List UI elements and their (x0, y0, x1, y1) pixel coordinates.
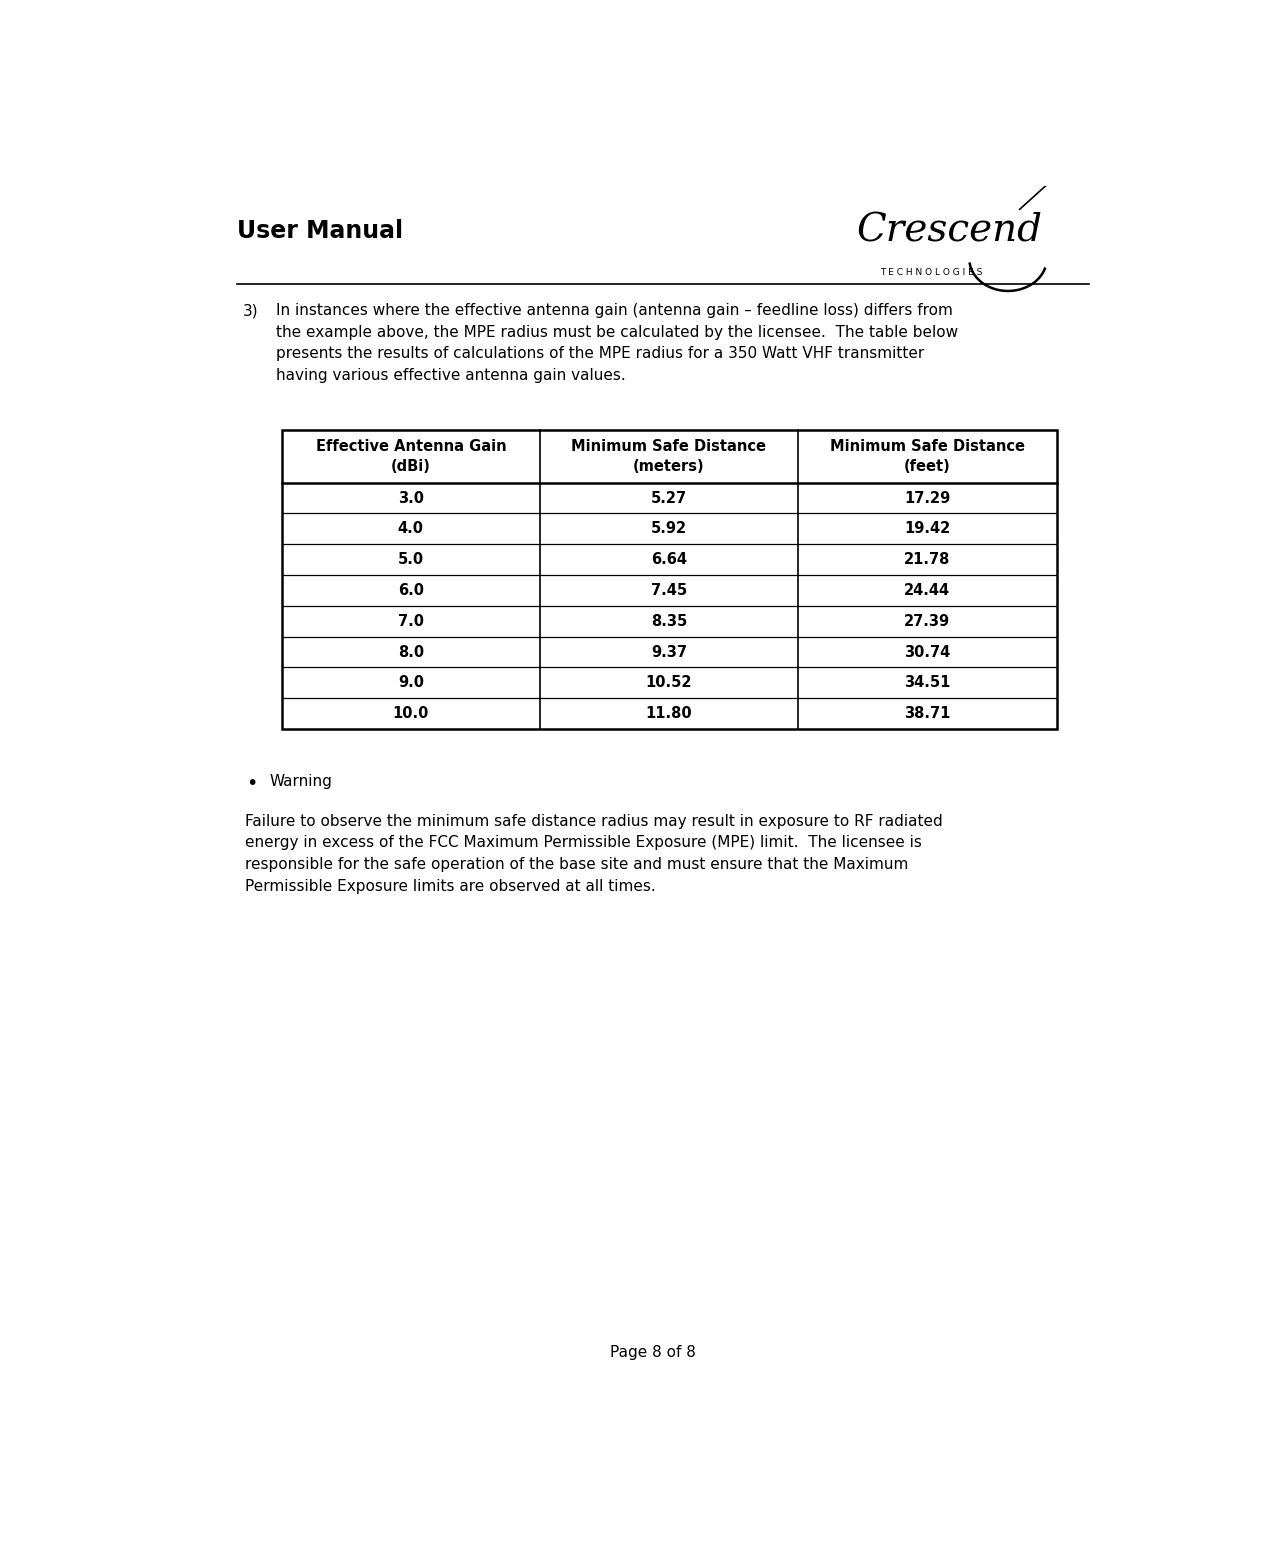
Text: Minimum Safe Distance
(meters): Minimum Safe Distance (meters) (571, 439, 766, 473)
Text: 10.0: 10.0 (393, 706, 430, 722)
Text: 3): 3) (244, 303, 259, 318)
Text: 10.52: 10.52 (645, 675, 692, 691)
Text: 8.35: 8.35 (650, 613, 687, 629)
Text: 19.42: 19.42 (904, 521, 951, 537)
Text: 9.37: 9.37 (652, 644, 687, 660)
Text: 7.0: 7.0 (398, 613, 423, 629)
Text: 5.92: 5.92 (650, 521, 687, 537)
Text: 34.51: 34.51 (904, 675, 951, 691)
Text: 11.80: 11.80 (645, 706, 692, 722)
Text: 3.0: 3.0 (398, 490, 423, 506)
Bar (282, 430, 1057, 729)
Text: 7.45: 7.45 (650, 584, 687, 598)
Text: T E C H N O L O G I E S: T E C H N O L O G I E S (880, 268, 983, 276)
Text: 6.0: 6.0 (398, 584, 423, 598)
Text: Warning: Warning (269, 774, 333, 788)
Text: 8.0: 8.0 (398, 644, 423, 660)
Text: 30.74: 30.74 (904, 644, 951, 660)
Text: •: • (246, 774, 258, 793)
Text: 27.39: 27.39 (904, 613, 950, 629)
Text: 21.78: 21.78 (904, 553, 951, 566)
Text: User Manual: User Manual (237, 219, 403, 242)
Text: Effective Antenna Gain
(dBi): Effective Antenna Gain (dBi) (315, 439, 506, 473)
Text: Page 8 of 8: Page 8 of 8 (611, 1344, 696, 1360)
Text: Minimum Safe Distance
(feet): Minimum Safe Distance (feet) (830, 439, 1025, 473)
Text: In instances where the effective antenna gain (antenna gain – feedline loss) dif: In instances where the effective antenna… (275, 303, 958, 383)
Text: 17.29: 17.29 (904, 490, 951, 506)
Text: Crescend: Crescend (857, 213, 1043, 250)
Text: 4.0: 4.0 (398, 521, 423, 537)
Text: 6.64: 6.64 (652, 553, 687, 566)
Text: 5.27: 5.27 (650, 490, 687, 506)
Text: 38.71: 38.71 (904, 706, 951, 722)
Text: 24.44: 24.44 (904, 584, 950, 598)
Text: 5.0: 5.0 (398, 553, 423, 566)
Text: 9.0: 9.0 (398, 675, 423, 691)
Text: Failure to observe the minimum safe distance radius may result in exposure to RF: Failure to observe the minimum safe dist… (245, 813, 942, 894)
